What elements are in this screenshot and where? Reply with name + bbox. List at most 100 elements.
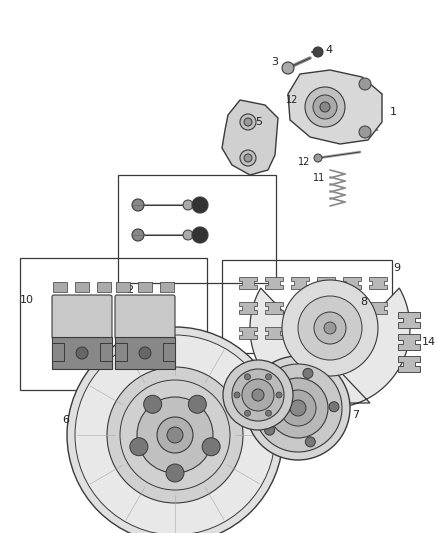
Bar — [118, 175, 276, 283]
FancyBboxPatch shape — [160, 282, 174, 292]
Circle shape — [320, 102, 330, 112]
Circle shape — [183, 230, 193, 240]
Circle shape — [188, 395, 206, 413]
Circle shape — [144, 395, 162, 413]
Circle shape — [139, 347, 151, 359]
Bar — [115, 337, 175, 369]
Circle shape — [305, 437, 315, 447]
Bar — [52, 343, 64, 361]
Polygon shape — [369, 302, 387, 314]
Text: 5: 5 — [255, 117, 262, 127]
Text: 9: 9 — [393, 263, 400, 273]
Text: 14: 14 — [422, 337, 436, 347]
Circle shape — [301, 104, 309, 112]
Circle shape — [137, 397, 213, 473]
Polygon shape — [291, 277, 309, 289]
Polygon shape — [343, 277, 361, 289]
Circle shape — [240, 150, 256, 166]
Circle shape — [157, 417, 193, 453]
FancyBboxPatch shape — [75, 282, 89, 292]
Circle shape — [324, 322, 336, 334]
Circle shape — [242, 379, 274, 411]
Polygon shape — [291, 327, 309, 339]
Text: 6: 6 — [62, 415, 69, 425]
Circle shape — [298, 296, 362, 360]
Circle shape — [183, 200, 193, 210]
Circle shape — [234, 392, 240, 398]
FancyBboxPatch shape — [116, 282, 130, 292]
Polygon shape — [343, 302, 361, 314]
Circle shape — [244, 118, 252, 126]
Text: 13: 13 — [234, 378, 248, 388]
Polygon shape — [265, 327, 283, 339]
Text: 11: 11 — [313, 173, 325, 183]
Circle shape — [265, 410, 272, 416]
Text: 2: 2 — [126, 285, 133, 295]
Circle shape — [313, 47, 323, 57]
Polygon shape — [317, 277, 335, 289]
Text: 10: 10 — [20, 295, 34, 305]
Bar — [115, 343, 127, 361]
Circle shape — [282, 280, 378, 376]
Bar — [20, 258, 207, 390]
Circle shape — [192, 197, 208, 213]
Circle shape — [268, 378, 328, 438]
Polygon shape — [239, 327, 257, 339]
Polygon shape — [239, 302, 257, 314]
Circle shape — [107, 367, 243, 503]
Circle shape — [202, 438, 220, 456]
Circle shape — [313, 95, 337, 119]
Text: 12: 12 — [286, 95, 298, 105]
Polygon shape — [222, 100, 278, 175]
Circle shape — [252, 389, 264, 401]
FancyBboxPatch shape — [97, 282, 111, 292]
Circle shape — [67, 327, 283, 533]
Circle shape — [232, 369, 284, 421]
Circle shape — [282, 62, 294, 74]
Bar — [163, 343, 175, 361]
Circle shape — [76, 347, 88, 359]
Circle shape — [280, 390, 316, 426]
Text: 1: 1 — [390, 107, 397, 117]
Circle shape — [244, 154, 252, 162]
Circle shape — [303, 368, 313, 378]
Text: 4: 4 — [325, 45, 332, 55]
Polygon shape — [398, 356, 420, 372]
Circle shape — [167, 427, 183, 443]
Polygon shape — [291, 302, 309, 314]
Circle shape — [132, 199, 144, 211]
Polygon shape — [398, 334, 420, 350]
Polygon shape — [288, 70, 382, 144]
Circle shape — [244, 410, 251, 416]
Circle shape — [244, 374, 251, 380]
Circle shape — [265, 374, 272, 380]
Circle shape — [305, 87, 345, 127]
FancyBboxPatch shape — [115, 295, 175, 339]
Circle shape — [290, 400, 306, 416]
Text: 8: 8 — [360, 297, 367, 307]
Circle shape — [192, 227, 208, 243]
Text: 3: 3 — [271, 57, 278, 67]
Circle shape — [265, 425, 275, 435]
Circle shape — [75, 335, 275, 533]
Polygon shape — [250, 288, 410, 408]
Circle shape — [246, 356, 350, 460]
Circle shape — [254, 364, 342, 452]
Circle shape — [314, 154, 322, 162]
Polygon shape — [317, 327, 335, 339]
Text: 7: 7 — [352, 410, 359, 420]
FancyBboxPatch shape — [53, 282, 67, 292]
Polygon shape — [398, 312, 420, 328]
Circle shape — [329, 402, 339, 412]
Polygon shape — [369, 277, 387, 289]
Circle shape — [359, 126, 371, 138]
Text: 12: 12 — [298, 157, 310, 167]
Circle shape — [314, 312, 346, 344]
Circle shape — [359, 78, 371, 90]
Polygon shape — [239, 277, 257, 289]
Bar — [52, 337, 112, 369]
Circle shape — [263, 383, 273, 393]
Circle shape — [130, 438, 148, 456]
Circle shape — [276, 392, 282, 398]
Polygon shape — [265, 302, 283, 314]
